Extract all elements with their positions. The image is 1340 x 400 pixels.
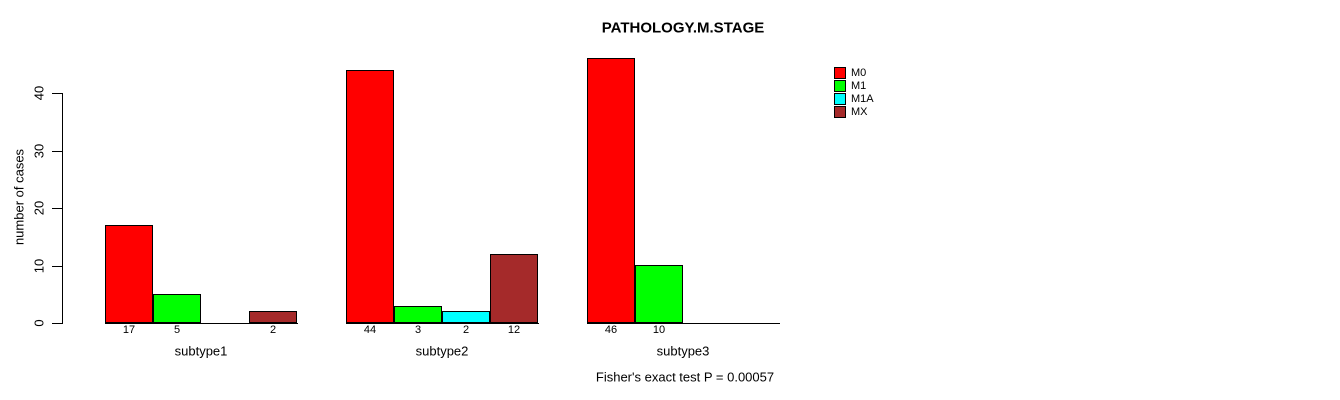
- legend-label: M1: [851, 80, 867, 92]
- category-label-subtype3: subtype3: [656, 343, 710, 359]
- y-axis-tick-label: 40: [31, 85, 47, 101]
- x-baseline: [346, 323, 539, 324]
- bar-M1A-subtype2: [442, 311, 490, 323]
- bar-M1-subtype3: [635, 265, 683, 323]
- legend-item-MX: MX: [834, 106, 874, 118]
- y-axis-tick: [52, 323, 62, 324]
- legend-label: MX: [851, 106, 868, 118]
- bar-M0-subtype1: [105, 225, 153, 323]
- legend-swatch-M0: [834, 67, 846, 79]
- legend-swatch-M1: [834, 80, 846, 92]
- bar-value-label: 46: [604, 324, 618, 336]
- category-label-subtype2: subtype2: [415, 343, 469, 359]
- bar-value-label: 10: [652, 324, 666, 336]
- x-baseline: [587, 323, 780, 324]
- y-axis-tick-label: 20: [31, 200, 47, 216]
- y-axis-tick: [52, 208, 62, 209]
- bar-MX-subtype2: [490, 254, 538, 323]
- bar-M1-subtype2: [394, 306, 442, 323]
- legend: M0 M1 M1A MX: [834, 67, 874, 118]
- y-axis-line: [62, 93, 63, 324]
- y-axis-tick-label: 30: [31, 143, 47, 159]
- chart-title: PATHOLOGY.M.STAGE: [601, 19, 765, 37]
- legend-item-M0: M0: [834, 67, 874, 79]
- x-baseline: [105, 323, 298, 324]
- legend-label: M0: [851, 67, 867, 79]
- bar-M0-subtype3: [587, 58, 635, 323]
- bar-value-label: 5: [173, 324, 181, 336]
- bar-M1-subtype1: [153, 294, 201, 323]
- bar-M0-subtype2: [346, 70, 394, 323]
- legend-swatch-M1A: [834, 93, 846, 105]
- bar-value-label: 12: [507, 324, 521, 336]
- y-axis-tick: [52, 93, 62, 94]
- y-axis-tick-label: 0: [31, 319, 47, 327]
- y-axis-tick-label: 10: [31, 258, 47, 274]
- y-axis-tick: [52, 151, 62, 152]
- bar-value-label: 2: [269, 324, 277, 336]
- bar-value-label: 3: [414, 324, 422, 336]
- legend-item-M1: M1: [834, 80, 874, 92]
- bar-value-label: 44: [363, 324, 377, 336]
- bar-value-label: 2: [462, 324, 470, 336]
- bar-value-label: 17: [122, 324, 136, 336]
- category-label-subtype1: subtype1: [174, 343, 228, 359]
- bar-MX-subtype1: [249, 311, 297, 323]
- legend-label: M1A: [851, 93, 874, 105]
- stat-annotation: Fisher's exact test P = 0.00057: [595, 369, 775, 385]
- y-axis-tick: [52, 266, 62, 267]
- legend-swatch-MX: [834, 106, 846, 118]
- legend-item-M1A: M1A: [834, 93, 874, 105]
